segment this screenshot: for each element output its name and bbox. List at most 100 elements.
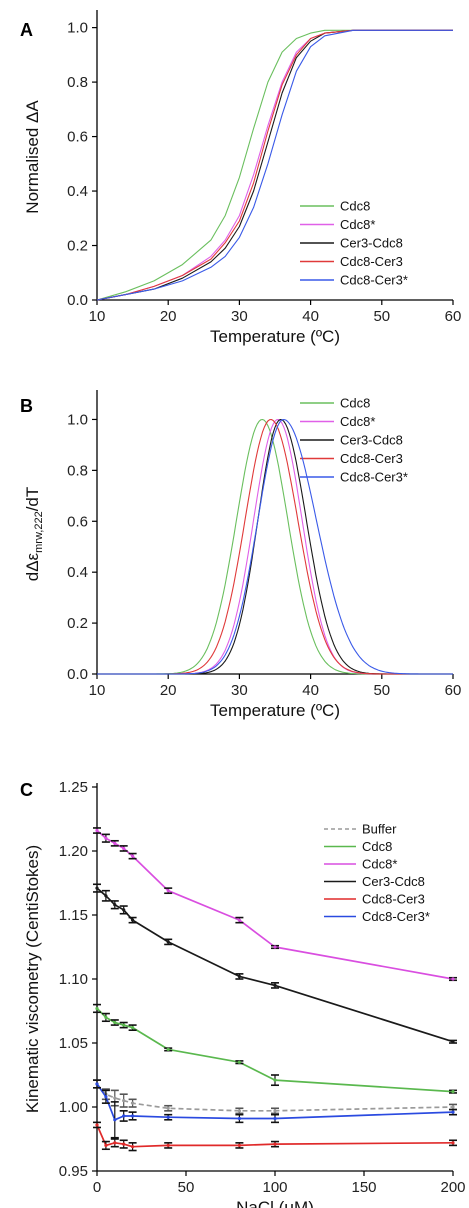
y-tick-label: 0.6 bbox=[67, 513, 88, 530]
data-point bbox=[131, 918, 135, 922]
data-point bbox=[451, 1105, 455, 1109]
legend-label: Cdc8-Cer3 bbox=[340, 451, 403, 466]
y-axis-title-end: /dT bbox=[23, 487, 42, 512]
x-tick-label: 30 bbox=[231, 682, 248, 699]
y-tick-label: 0.4 bbox=[67, 183, 88, 200]
x-tick-label: 10 bbox=[89, 682, 106, 699]
y-tick-label: 1.25 bbox=[59, 779, 88, 796]
data-point bbox=[237, 1143, 241, 1147]
data-point bbox=[113, 1118, 117, 1122]
panel-letter: B bbox=[20, 396, 33, 416]
data-point bbox=[131, 854, 135, 858]
data-point bbox=[451, 1141, 455, 1145]
x-tick-label: 50 bbox=[178, 1179, 195, 1196]
x-tick-label: 40 bbox=[302, 682, 319, 699]
x-tick-label: 40 bbox=[302, 308, 319, 325]
data-point bbox=[95, 1082, 99, 1086]
legend-label: Buffer bbox=[362, 822, 397, 837]
series-cdc8-cer3 bbox=[93, 1121, 457, 1152]
y-axis-title: Kinematic viscometry (CentiStokes) bbox=[23, 845, 42, 1113]
y-tick-label: 0.0 bbox=[67, 292, 88, 309]
chart-panel-c: C 0 50 100 150 200 0.95 1.00 1.05 1.10 1.15 1.20 1.2… bbox=[20, 779, 466, 1208]
data-point bbox=[104, 836, 108, 840]
data-point bbox=[113, 1096, 117, 1100]
data-point bbox=[166, 1115, 170, 1119]
legend-label: Cdc8-Cer3 bbox=[340, 254, 403, 269]
data-point bbox=[273, 1078, 277, 1082]
data-point bbox=[131, 1026, 135, 1030]
y-axis-title: dΔεmrw,222/dT bbox=[23, 487, 45, 582]
y-tick-label: 1.15 bbox=[59, 907, 88, 924]
data-point bbox=[237, 1109, 241, 1113]
y-tick-label: 0.2 bbox=[67, 238, 88, 255]
y-axis-title-main: dΔε bbox=[23, 552, 42, 581]
data-point bbox=[95, 1123, 99, 1127]
x-tick-label: 20 bbox=[160, 682, 177, 699]
data-point bbox=[451, 977, 455, 981]
data-point bbox=[237, 918, 241, 922]
series-line bbox=[96, 29, 453, 301]
y-tick-label: 0.8 bbox=[67, 74, 88, 91]
series-cdc8-cer3- bbox=[93, 1079, 457, 1139]
x-tick-label: 100 bbox=[262, 1179, 287, 1196]
series-cdc8 bbox=[93, 1003, 457, 1094]
data-point bbox=[113, 841, 117, 845]
legend-label: Cdc8-Cer3 bbox=[362, 892, 425, 907]
data-point bbox=[273, 1116, 277, 1121]
legend-label: Cdc8* bbox=[340, 217, 375, 232]
x-tick-label: 50 bbox=[373, 682, 390, 699]
data-point bbox=[166, 889, 170, 893]
data-point bbox=[131, 1114, 135, 1118]
series-line bbox=[97, 418, 453, 675]
legend-label: Cdc8-Cer3* bbox=[340, 470, 408, 485]
y-tick-label: 0.2 bbox=[67, 615, 88, 632]
legend-label: Cdc8 bbox=[340, 199, 370, 214]
panel-letter: A bbox=[20, 20, 33, 40]
data-point bbox=[95, 828, 99, 833]
data-point bbox=[237, 1116, 241, 1121]
data-point bbox=[273, 983, 277, 988]
legend-label: Cer3-Cdc8 bbox=[340, 433, 403, 448]
y-tick-label: 1.10 bbox=[59, 971, 88, 988]
x-tick-label: 200 bbox=[440, 1179, 465, 1196]
data-point bbox=[451, 1110, 455, 1114]
data-point bbox=[166, 1047, 170, 1051]
data-point bbox=[237, 974, 241, 979]
data-point bbox=[104, 1143, 108, 1147]
y-tick-label: 1.20 bbox=[59, 843, 88, 860]
data-point bbox=[166, 940, 170, 944]
series-cdc8-cer3- bbox=[96, 29, 453, 301]
data-point bbox=[131, 1101, 135, 1105]
y-tick-label: 1.05 bbox=[59, 1035, 88, 1052]
panel-letter: C bbox=[20, 780, 33, 800]
x-tick-label: 50 bbox=[373, 308, 390, 325]
data-point bbox=[451, 1040, 455, 1044]
data-point bbox=[273, 945, 277, 949]
y-tick-label: 0.95 bbox=[59, 1163, 88, 1180]
data-point bbox=[166, 1143, 170, 1147]
data-point bbox=[113, 903, 117, 907]
data-point bbox=[95, 1006, 99, 1011]
legend-label: Cdc8 bbox=[340, 396, 370, 411]
x-tick-label: 30 bbox=[231, 308, 248, 325]
y-axis-title-sub: mrw,222 bbox=[33, 511, 45, 553]
data-point bbox=[122, 846, 126, 851]
data-point bbox=[104, 1015, 108, 1020]
x-tick-label: 20 bbox=[160, 308, 177, 325]
data-point bbox=[122, 1099, 126, 1103]
legend-label: Cdc8-Cer3* bbox=[362, 909, 430, 924]
chart-panel-b: B 10 20 30 40 50 60 0.0 0.2 0.4 0.6 0.8 1.0 Temperatu… bbox=[20, 390, 461, 720]
data-point bbox=[122, 1023, 126, 1027]
data-point bbox=[95, 886, 99, 890]
x-tick-label: 10 bbox=[89, 308, 106, 325]
x-tick-label: 60 bbox=[445, 682, 462, 699]
data-point bbox=[273, 1142, 277, 1146]
x-tick-label: 150 bbox=[351, 1179, 376, 1196]
y-tick-label: 1.0 bbox=[67, 411, 88, 428]
data-point bbox=[273, 1109, 277, 1113]
x-axis-title: NaCl (μM) bbox=[236, 1198, 314, 1208]
chart-panel-a: A 10 20 30 40 50 60 0.0 0.2 0.4 0.6 0.8 1.0 Temperatu… bbox=[20, 10, 461, 346]
data-point bbox=[122, 1114, 126, 1118]
x-tick-label: 60 bbox=[445, 308, 462, 325]
